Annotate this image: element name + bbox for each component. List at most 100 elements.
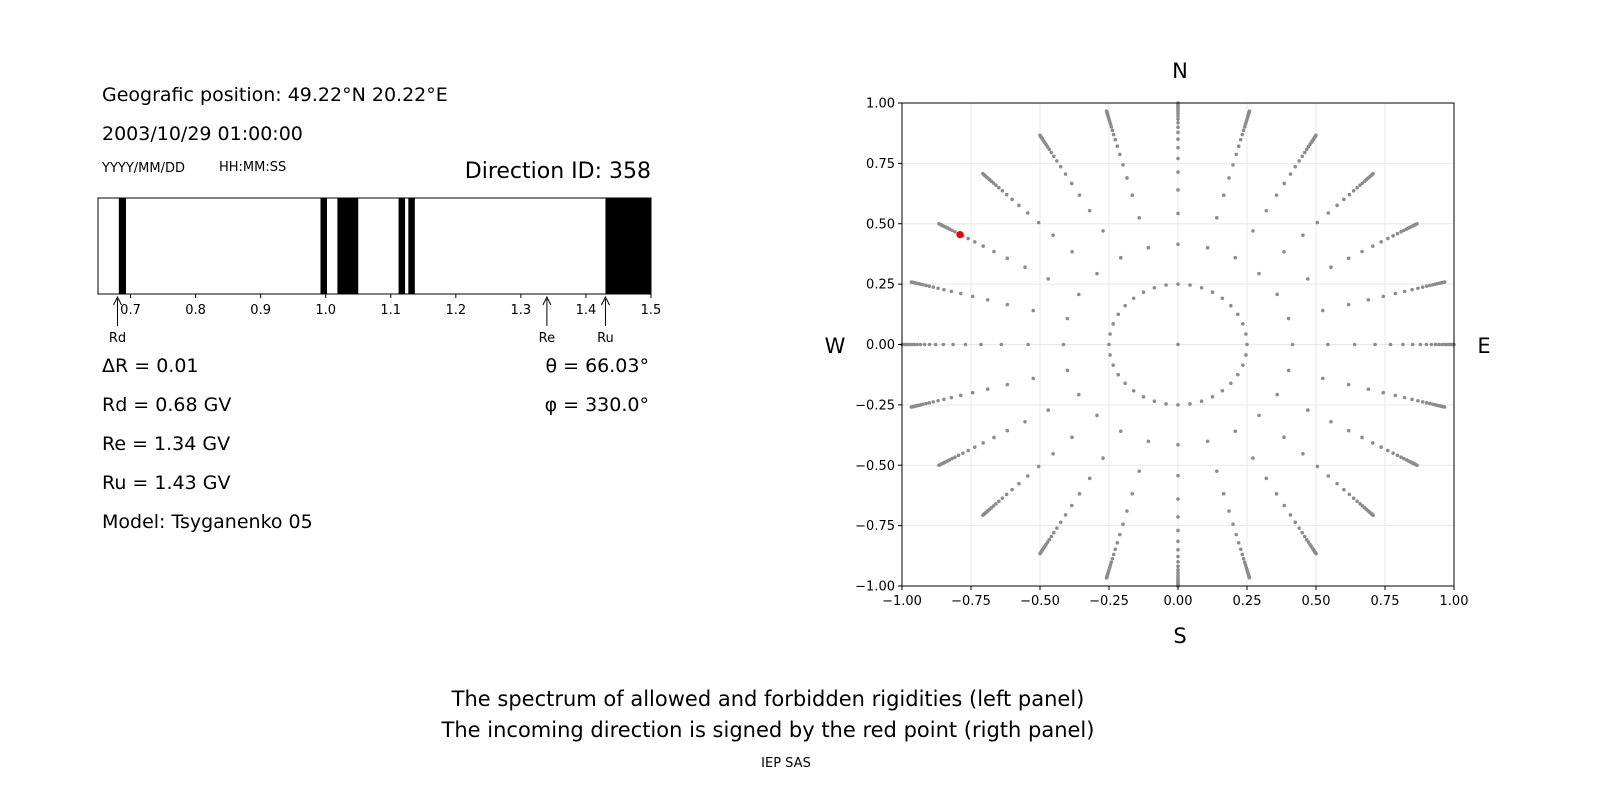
direction-point (910, 404, 915, 409)
direction-point (981, 244, 985, 248)
direction-point (1329, 419, 1333, 424)
direction-point (1335, 481, 1339, 486)
direction-point (953, 230, 957, 234)
direction-point (1107, 117, 1111, 122)
direction-point (1234, 152, 1239, 157)
direction-point (1233, 255, 1238, 260)
direction-point (1305, 408, 1310, 412)
direction-point (1063, 172, 1068, 176)
direction-point (1326, 342, 1330, 347)
direction-point (1320, 376, 1325, 381)
direction-point (1329, 265, 1333, 270)
direction-point (1238, 547, 1243, 552)
y-tick-label: −0.75 (855, 519, 895, 534)
direction-point (1306, 145, 1311, 149)
incoming-direction-point (956, 231, 964, 239)
direction-point (1428, 401, 1432, 406)
direction-point (1038, 551, 1043, 555)
direction-point (958, 393, 963, 398)
direction-id-label: Direction ID: (464, 159, 602, 184)
direction-point (1123, 381, 1127, 386)
direction-point (945, 226, 950, 230)
direction-point (913, 281, 917, 285)
direction-point (982, 173, 987, 178)
direction-point (1115, 540, 1120, 545)
direction-point (1415, 221, 1419, 226)
direction-point (1275, 392, 1279, 397)
direction-point (1061, 342, 1066, 347)
direction-point (1442, 342, 1447, 347)
direction-point (1152, 285, 1157, 290)
direction-point (1108, 563, 1113, 567)
direction-point (931, 285, 936, 289)
direction-point (983, 174, 988, 178)
direction-point (1315, 464, 1320, 469)
direction-point (1251, 229, 1255, 233)
forbidden-band (337, 198, 359, 294)
direction-point (1055, 159, 1059, 163)
direction-point (1052, 154, 1056, 159)
direction-point (999, 342, 1004, 347)
direction-point (933, 342, 938, 347)
direction-point (1395, 231, 1400, 236)
direction-point (1424, 401, 1429, 405)
direction-point (1243, 563, 1248, 567)
direction-point (1410, 461, 1415, 465)
direction-point (1052, 530, 1056, 535)
direction-point (1346, 428, 1351, 433)
direction-point (1005, 256, 1010, 261)
direction-point (1104, 575, 1109, 580)
x-tick-label: 0.75 (1371, 594, 1400, 609)
direction-point (1176, 137, 1180, 142)
direction-point (947, 458, 952, 462)
direction-point (1282, 249, 1286, 254)
direction-point (1146, 439, 1151, 444)
direction-point (1413, 462, 1417, 466)
compass-west: W (824, 334, 846, 358)
direction-point (981, 171, 985, 176)
direction-point (1367, 175, 1372, 179)
direction-point (1043, 544, 1047, 549)
direction-point (1176, 580, 1180, 585)
direction-point (982, 511, 987, 516)
direction-point (1257, 413, 1261, 418)
direction-point (1229, 381, 1233, 386)
direction-point (1105, 575, 1109, 579)
direction-point (1176, 130, 1180, 135)
direction-point (1402, 228, 1406, 233)
direction-point (1176, 188, 1180, 192)
direction-point (1176, 583, 1180, 587)
y-tick-label: 0.75 (866, 157, 895, 172)
direction-point (1320, 308, 1325, 313)
model-name: Model: Tsyganenko 05 (102, 511, 313, 533)
direction-point (1251, 456, 1255, 460)
direction-point (927, 342, 932, 347)
direction-point (1110, 128, 1115, 133)
direction-point (1231, 522, 1235, 526)
direction-point (1439, 281, 1443, 285)
direction-point (1152, 399, 1157, 404)
direction-point (921, 402, 925, 407)
direction-point (1309, 544, 1313, 549)
direction-point (1410, 397, 1414, 402)
direction-point (1360, 504, 1365, 508)
direction-point (1176, 170, 1180, 174)
direction-point (985, 298, 990, 302)
marker-arrow-head (542, 295, 552, 306)
direction-point (1109, 560, 1114, 564)
direction-point (1451, 342, 1455, 347)
direction-point (1244, 332, 1248, 336)
direction-point (1352, 342, 1357, 347)
direction-point (985, 387, 990, 391)
direction-point (1176, 528, 1180, 533)
direction-point (1246, 111, 1251, 116)
direction-point (1241, 322, 1245, 326)
direction-point (1442, 405, 1447, 409)
direction-point (1420, 285, 1425, 289)
direction-point (1176, 554, 1180, 559)
direction-point (1247, 110, 1251, 114)
direction-point (1108, 353, 1112, 357)
date-format-label: YYYY/MM/DD (102, 161, 185, 176)
y-tick-label: −1.00 (855, 580, 895, 595)
direction-point (1286, 316, 1291, 321)
